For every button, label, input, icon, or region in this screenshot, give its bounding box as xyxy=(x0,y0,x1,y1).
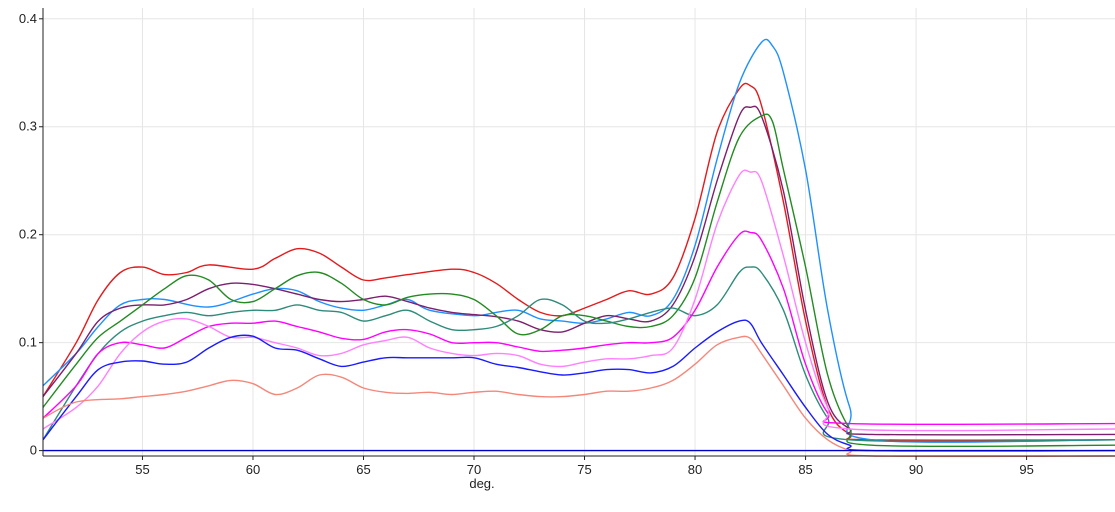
x-tick-label: 70 xyxy=(467,462,481,477)
x-tick-label: 60 xyxy=(246,462,260,477)
x-tick-label: 90 xyxy=(909,462,923,477)
y-tick-label: 0 xyxy=(30,443,37,458)
series-lines xyxy=(42,38,1115,458)
y-tick-label: 0.1 xyxy=(19,335,37,350)
series-line-2 xyxy=(42,38,1115,443)
series-line-4 xyxy=(42,113,1115,448)
series-line-5 xyxy=(42,266,1115,443)
series-line-9 xyxy=(42,335,1115,458)
y-tick-label: 0.3 xyxy=(19,119,37,134)
x-tick-label: 80 xyxy=(688,462,702,477)
series-line-8 xyxy=(42,319,1115,452)
x-tick-label: 85 xyxy=(798,462,812,477)
y-tick-label: 0.4 xyxy=(19,11,37,26)
x-tick-label: 95 xyxy=(1019,462,1033,477)
y-tick-label: 0.2 xyxy=(19,227,37,242)
x-tick-label: 75 xyxy=(577,462,591,477)
x-tick-label: 55 xyxy=(135,462,149,477)
series-line-7 xyxy=(42,169,1115,432)
x-axis-label: deg. xyxy=(469,476,494,491)
series-line-6 xyxy=(42,230,1115,426)
axes: 55 60 65 70 75 80 85 90 95 0 0.1 0.2 0.3 0.4 xyxy=(19,8,1115,477)
x-tick-label: 65 xyxy=(356,462,370,477)
series-line-1 xyxy=(42,82,1115,441)
series-line-3 xyxy=(42,105,1115,436)
